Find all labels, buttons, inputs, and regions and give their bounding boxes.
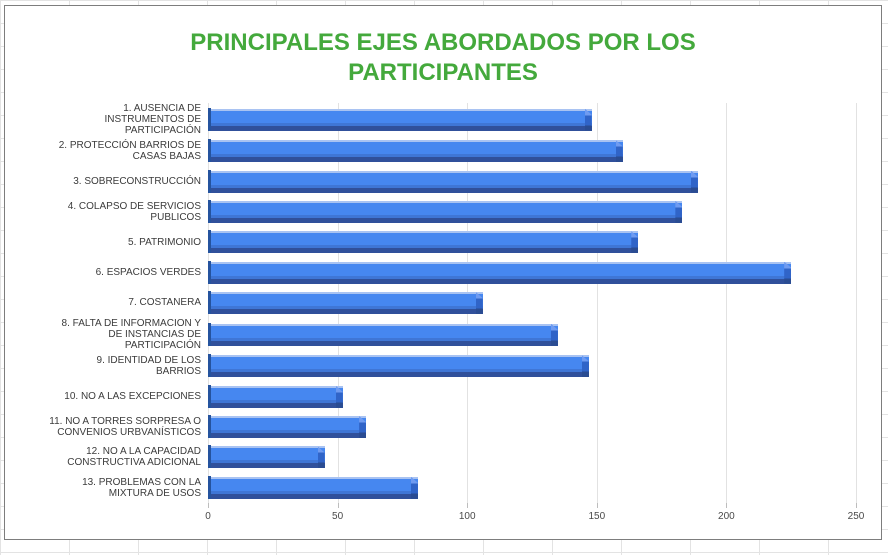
bar-row: 1. AUSENCIA DE INSTRUMENTOS DE PARTICIPA… — [5, 103, 856, 136]
bar-track — [208, 199, 856, 223]
bar-track — [208, 354, 856, 378]
bar[interactable] — [208, 384, 343, 408]
bar[interactable] — [208, 290, 483, 314]
axis-tick — [596, 503, 598, 508]
chart-frame: PRINCIPALES EJES ABORDADOS POR LOS PARTI… — [4, 5, 882, 540]
category-label: 10. NO A LAS EXCEPCIONES — [64, 391, 201, 403]
x-axis-tick-label: 200 — [718, 511, 735, 522]
category-label: 3. SOBRECONSTRUCCIÓN — [73, 176, 201, 188]
chart-title: PRINCIPALES EJES ABORDADOS POR LOS PARTI… — [190, 29, 696, 86]
bar-row: 11. NO A TORRES SORPRESA O CONVENIOS URB… — [5, 412, 856, 442]
bar[interactable] — [208, 475, 418, 499]
bar[interactable] — [208, 445, 325, 469]
bar[interactable] — [208, 230, 639, 254]
bar-row: 10. NO A LAS EXCEPCIONES — [5, 382, 856, 412]
category-label: 2. PROTECCIÓN BARRIOS DE CASAS BAJAS — [58, 140, 201, 163]
bar-track — [208, 290, 856, 314]
x-axis-tick-label: 100 — [458, 511, 476, 522]
bar-track — [208, 322, 856, 346]
axis-tick — [726, 503, 728, 508]
bar-row: 7. COSTANERA — [5, 288, 856, 318]
x-axis-tick-label: 50 — [332, 511, 344, 522]
bar-row: 13. PROBLEMAS CON LA MIXTURA DE USOS — [5, 473, 856, 503]
bar-track — [208, 107, 856, 131]
category-label: 5. PATRIMONIO — [128, 236, 201, 248]
bar[interactable] — [208, 354, 590, 378]
bar-track — [208, 415, 856, 439]
bar-row: 12. NO A LA CAPACIDAD CONSTRUCTIVA ADICI… — [5, 442, 856, 472]
gridline — [856, 103, 857, 503]
category-label: 9. IDENTIDAD DE LOS BARRIOS — [96, 355, 201, 378]
bar[interactable] — [208, 322, 558, 346]
category-label: 6. ESPACIOS VERDES — [95, 267, 201, 279]
bar[interactable] — [208, 260, 792, 284]
x-axis-tick-label: 250 — [847, 511, 865, 522]
bar-track — [208, 230, 856, 254]
bar-row: 8. FALTA DE INFORMACION Y DE INSTANCIAS … — [5, 318, 856, 351]
bar-row: 2. PROTECCIÓN BARRIOS DE CASAS BAJAS — [5, 136, 856, 166]
bar[interactable] — [208, 139, 623, 163]
bar-track — [208, 384, 856, 408]
category-label: 13. PROBLEMAS CON LA MIXTURA DE USOS — [82, 476, 201, 499]
bar-track — [208, 169, 856, 193]
category-label: 8. FALTA DE INFORMACION Y DE INSTANCIAS … — [61, 318, 201, 352]
bar[interactable] — [208, 199, 683, 223]
bar[interactable] — [208, 169, 698, 193]
bar[interactable] — [208, 415, 367, 439]
category-label: 11. NO A TORRES SORPRESA O CONVENIOS URB… — [49, 416, 201, 439]
category-label: 1. AUSENCIA DE INSTRUMENTOS DE PARTICIPA… — [104, 103, 202, 136]
bar-row: 4. COLAPSO DE SERVICIOS PUBLICOS — [5, 197, 856, 227]
bar-row: 5. PATRIMONIO — [5, 227, 856, 257]
bar-rows: 1. AUSENCIA DE INSTRUMENTOS DE PARTICIPA… — [5, 103, 856, 503]
category-label: 12. NO A LA CAPACIDAD CONSTRUCTIVA ADICI… — [67, 446, 201, 469]
bar-track — [208, 139, 856, 163]
bar-row: 3. SOBRECONSTRUCCIÓN — [5, 166, 856, 196]
x-axis-tick-label: 150 — [588, 511, 606, 522]
x-axis-tick-label: 0 — [205, 511, 211, 522]
axis-tick — [467, 503, 469, 508]
axis-tick — [856, 503, 857, 508]
category-label: 4. COLAPSO DE SERVICIOS PUBLICOS — [67, 200, 201, 223]
bar[interactable] — [208, 107, 592, 131]
bar-track — [208, 260, 856, 284]
bar-row: 6. ESPACIOS VERDES — [5, 257, 856, 287]
category-label: 7. COSTANERA — [128, 297, 201, 309]
bar-track — [208, 475, 856, 499]
bar-row: 9. IDENTIDAD DE LOS BARRIOS — [5, 351, 856, 381]
bar-track — [208, 445, 856, 469]
axis-tick — [208, 503, 209, 508]
axis-tick — [337, 503, 339, 508]
